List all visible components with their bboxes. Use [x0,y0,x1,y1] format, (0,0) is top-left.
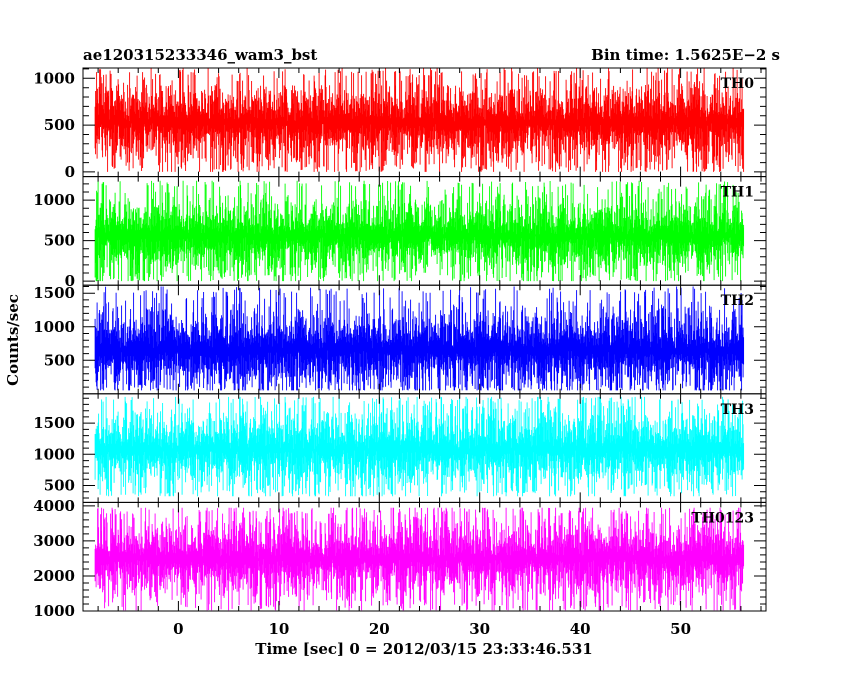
x-tick-label: 40 [570,620,591,638]
chart-title-right: Bin time: 1.5625E−2 s [591,46,780,64]
panel-label-th3: TH3 [721,402,754,418]
panel-label-th0: TH0 [721,76,755,92]
y-axis-label: Counts/sec [4,294,22,386]
series-line-th2 [94,286,745,391]
y-tick-label: 1000 [33,69,75,87]
x-tick-label: 50 [670,620,691,638]
panel-ticks [83,176,766,286]
y-tick-label: 4000 [33,497,75,515]
panel-th0: 0 500 1000 TH0 [33,67,767,181]
panel-label-th1: TH1 [721,185,754,201]
series-line-th1 [94,180,745,282]
panel-th2: 500 1000 1500 TH2 [33,284,767,395]
y-tick-label: 1500 [33,414,75,432]
y-tick-label: 1000 [33,445,75,463]
panel-ticks [83,502,766,611]
panel-th3: 500 1000 1500 TH3 [33,393,767,503]
panel-label-th2: TH2 [721,293,754,309]
y-tick-label: 1000 [33,318,75,336]
y-tick-label: 0 [65,272,75,290]
series-line-th0123 [94,507,745,611]
y-tick-label: 500 [44,232,75,250]
panels-group: 0 500 1000 TH0 0 500 1000 TH1 500 1000 1500 TH2 500 1… [33,67,767,620]
x-tick-label: 0 [173,620,183,638]
y-tick-label: 3000 [33,532,75,550]
y-tick-label: 500 [44,116,75,134]
x-tick-label: 10 [268,620,289,638]
series-line-th0 [94,68,745,172]
panel-ticks [83,393,766,503]
y-tick-label: 2000 [33,567,75,585]
x-tick-label: 20 [369,620,390,638]
panel-ticks [83,285,766,394]
series-line-th3 [94,396,745,497]
y-tick-label: 500 [44,477,75,495]
y-tick-label: 1500 [33,284,75,302]
panel-frame [82,501,767,612]
panel-label-th0123: TH0123 [691,510,754,526]
y-tick-label: 0 [65,163,75,181]
y-tick-label: 1000 [33,191,75,209]
x-axis-label: Time [sec] 0 = 2012/03/15 23:33:46.531 [255,640,592,658]
panel-ticks [83,68,766,177]
y-tick-label: 500 [44,351,75,369]
panel-th0123: 1000 2000 3000 4000 TH0123 [33,497,767,620]
panel-th1: 0 500 1000 TH1 [33,176,767,290]
x-tick-labels: 0 10 20 30 40 50 [173,620,691,638]
chart-title-left: ae120315233346_wam3_bst [83,46,317,64]
y-tick-label: 1000 [33,602,75,620]
x-tick-label: 30 [469,620,490,638]
